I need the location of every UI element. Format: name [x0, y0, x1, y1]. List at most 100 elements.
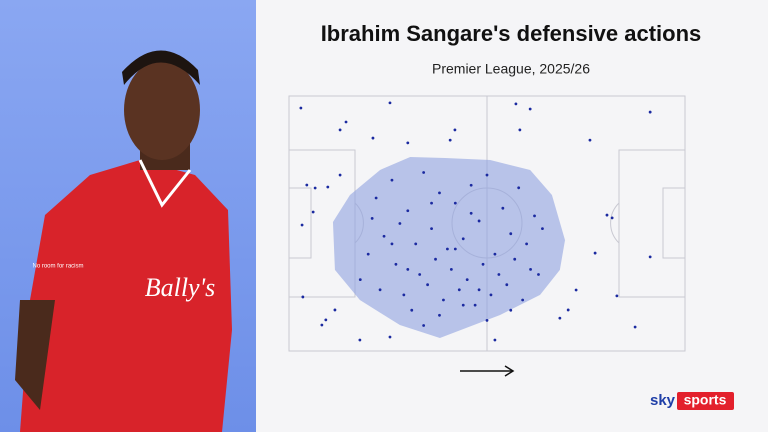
action-dot: [398, 222, 402, 225]
action-dot: [605, 213, 609, 217]
sleeve-text: No room for racism: [32, 264, 83, 270]
action-dot: [449, 268, 453, 271]
action-dot: [344, 120, 348, 124]
action-dot: [497, 273, 501, 276]
action-dot: [388, 101, 392, 105]
action-dot: [481, 262, 485, 266]
action-dot: [477, 219, 481, 223]
action-dot: [477, 288, 481, 292]
action-dot: [509, 308, 513, 312]
action-dot: [324, 318, 328, 322]
action-dot: [469, 211, 473, 215]
action-dot: [489, 293, 493, 297]
action-dot: [461, 237, 465, 241]
chart-title: Ibrahim Sangare's defensive actions: [321, 21, 702, 46]
action-dot: [514, 102, 518, 106]
action-dot: [513, 257, 517, 261]
action-dot: [370, 217, 374, 220]
action-dot: [434, 257, 437, 261]
action-dot: [301, 295, 305, 299]
action-dot: [438, 191, 441, 195]
action-dot: [521, 298, 525, 302]
action-dot: [469, 183, 473, 187]
action-dot: [422, 171, 426, 174]
shirt-sponsor: Bally's: [145, 273, 216, 302]
action-dot: [517, 186, 521, 190]
action-dot: [422, 324, 426, 327]
action-dot: [299, 106, 303, 110]
action-dot: [588, 138, 592, 142]
action-dot: [485, 319, 489, 322]
action-dot: [648, 255, 652, 259]
player-photo: Bally's No room for racism: [15, 50, 232, 432]
action-dot: [358, 338, 362, 342]
action-dot: [371, 136, 375, 140]
action-dot: [388, 335, 392, 339]
action-dot: [305, 183, 309, 187]
action-dot: [320, 323, 324, 327]
action-dot: [402, 293, 406, 297]
action-dot: [465, 278, 469, 281]
action-dot: [406, 209, 410, 213]
action-dot: [300, 223, 304, 227]
action-dot: [378, 288, 382, 292]
action-dot: [390, 178, 394, 182]
action-dot: [453, 247, 457, 251]
action-area: [332, 156, 566, 338]
action-dot: [485, 173, 489, 177]
action-dot: [541, 227, 544, 231]
action-dot: [446, 247, 449, 251]
action-dot: [518, 128, 522, 132]
action-dot: [430, 201, 433, 205]
action-dot: [505, 283, 509, 287]
action-dot: [453, 201, 457, 205]
action-dot: [615, 294, 619, 298]
action-dot: [566, 308, 570, 312]
action-dot: [473, 303, 477, 307]
logo-sky: sky: [650, 392, 676, 409]
action-dot: [525, 242, 528, 246]
action-dot: [442, 298, 445, 302]
action-dot: [593, 251, 597, 255]
sky-sports-logo: sky sports: [650, 392, 734, 410]
action-dot: [537, 273, 540, 276]
action-dot: [394, 262, 398, 266]
action-dot: [493, 338, 497, 342]
chart-subtitle: Premier League, 2025/26: [432, 61, 590, 77]
action-dot: [633, 325, 637, 329]
action-dot: [501, 206, 505, 210]
action-dot: [414, 242, 418, 246]
direction-arrow: [460, 365, 515, 377]
action-dot: [366, 252, 370, 256]
action-dot: [461, 303, 465, 307]
action-dot: [382, 234, 386, 238]
action-dot: [574, 288, 578, 292]
action-dot: [410, 308, 414, 312]
action-dot: [509, 232, 513, 236]
logo-sports: sports: [684, 392, 727, 408]
action-dot: [313, 186, 317, 190]
action-dot: [338, 128, 342, 132]
action-dot: [311, 210, 315, 214]
action-dot: [358, 278, 362, 281]
action-dot: [457, 288, 461, 292]
action-dot: [438, 313, 441, 317]
action-dot: [529, 268, 532, 271]
action-dot: [374, 196, 378, 200]
action-dot: [448, 138, 452, 142]
action-dot: [493, 252, 497, 256]
action-dot: [406, 141, 410, 145]
action-dot: [430, 227, 433, 231]
action-dot: [453, 128, 457, 132]
action-dot: [528, 107, 532, 111]
action-dot: [406, 268, 410, 271]
action-dot: [418, 273, 422, 276]
action-dot: [610, 216, 614, 220]
action-dot: [426, 283, 429, 287]
action-dot: [333, 308, 337, 312]
action-dot: [648, 110, 652, 114]
action-dot: [558, 316, 562, 320]
action-dot: [338, 173, 342, 177]
action-dot: [390, 242, 394, 246]
